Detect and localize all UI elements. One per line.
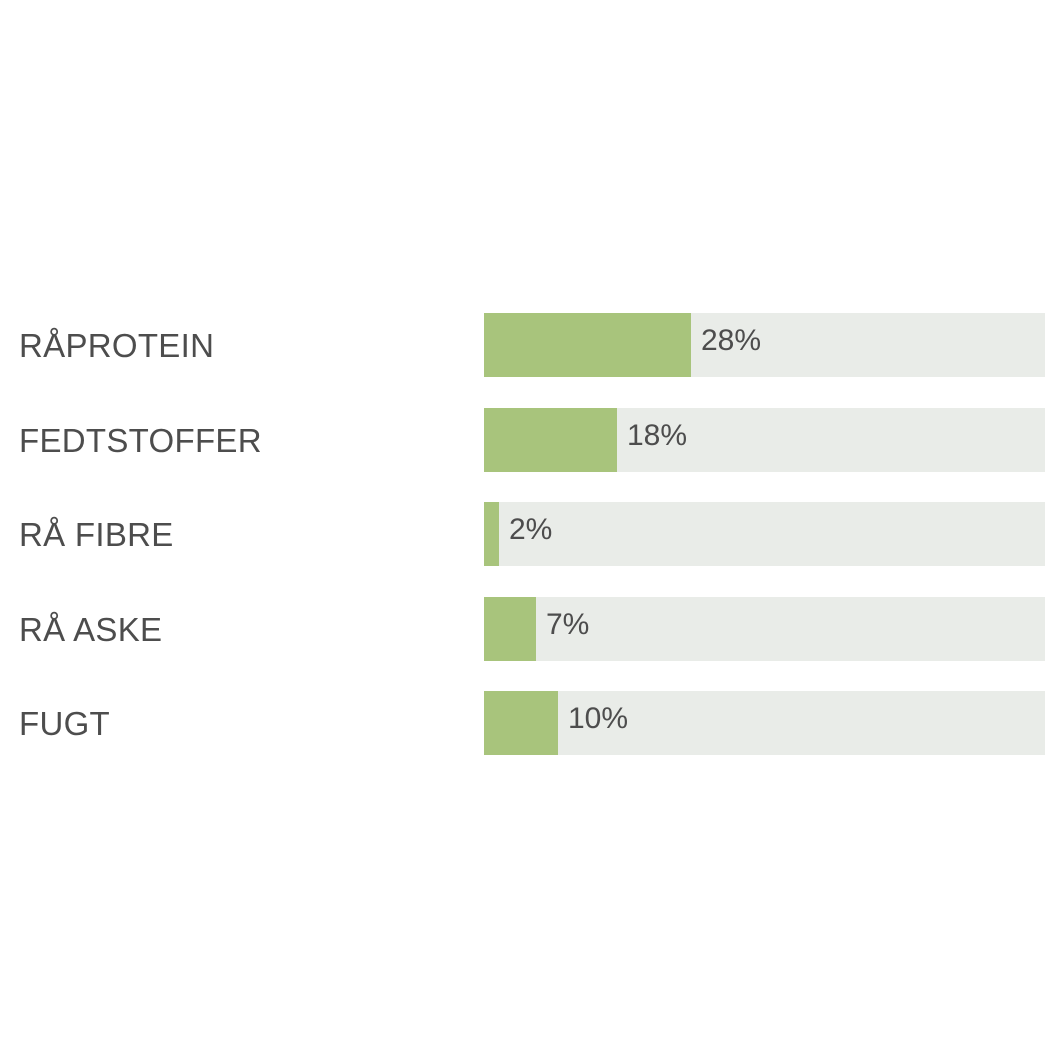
bar-fill (484, 597, 536, 661)
bar-row: FUGT 10% (0, 691, 1050, 755)
bar-track: 2% (484, 502, 1045, 566)
value-label: 18% (627, 419, 688, 452)
bar-fill (484, 691, 558, 755)
bar-row: FEDTSTOFFER 18% (0, 408, 1050, 472)
value-label: 7% (546, 608, 590, 641)
category-label: RÅ FIBRE (19, 516, 174, 553)
bar-row: RÅ FIBRE 2% (0, 502, 1050, 566)
category-label: RÅPROTEIN (19, 327, 215, 364)
bar-track: 18% (484, 408, 1045, 472)
bar-fill (484, 408, 617, 472)
value-label: 2% (509, 513, 553, 546)
bar-row: RÅPROTEIN 28% (0, 313, 1050, 377)
value-label: 28% (701, 324, 762, 357)
bar-track: 7% (484, 597, 1045, 661)
bar-track: 28% (484, 313, 1045, 377)
bar-row: RÅ ASKE 7% (0, 597, 1050, 661)
bar-fill (484, 313, 691, 377)
bar-track: 10% (484, 691, 1045, 755)
category-label: FEDTSTOFFER (19, 422, 262, 459)
bar-fill (484, 502, 499, 566)
category-label: FUGT (19, 705, 111, 742)
category-label: RÅ ASKE (19, 611, 163, 648)
value-label: 10% (568, 702, 629, 735)
